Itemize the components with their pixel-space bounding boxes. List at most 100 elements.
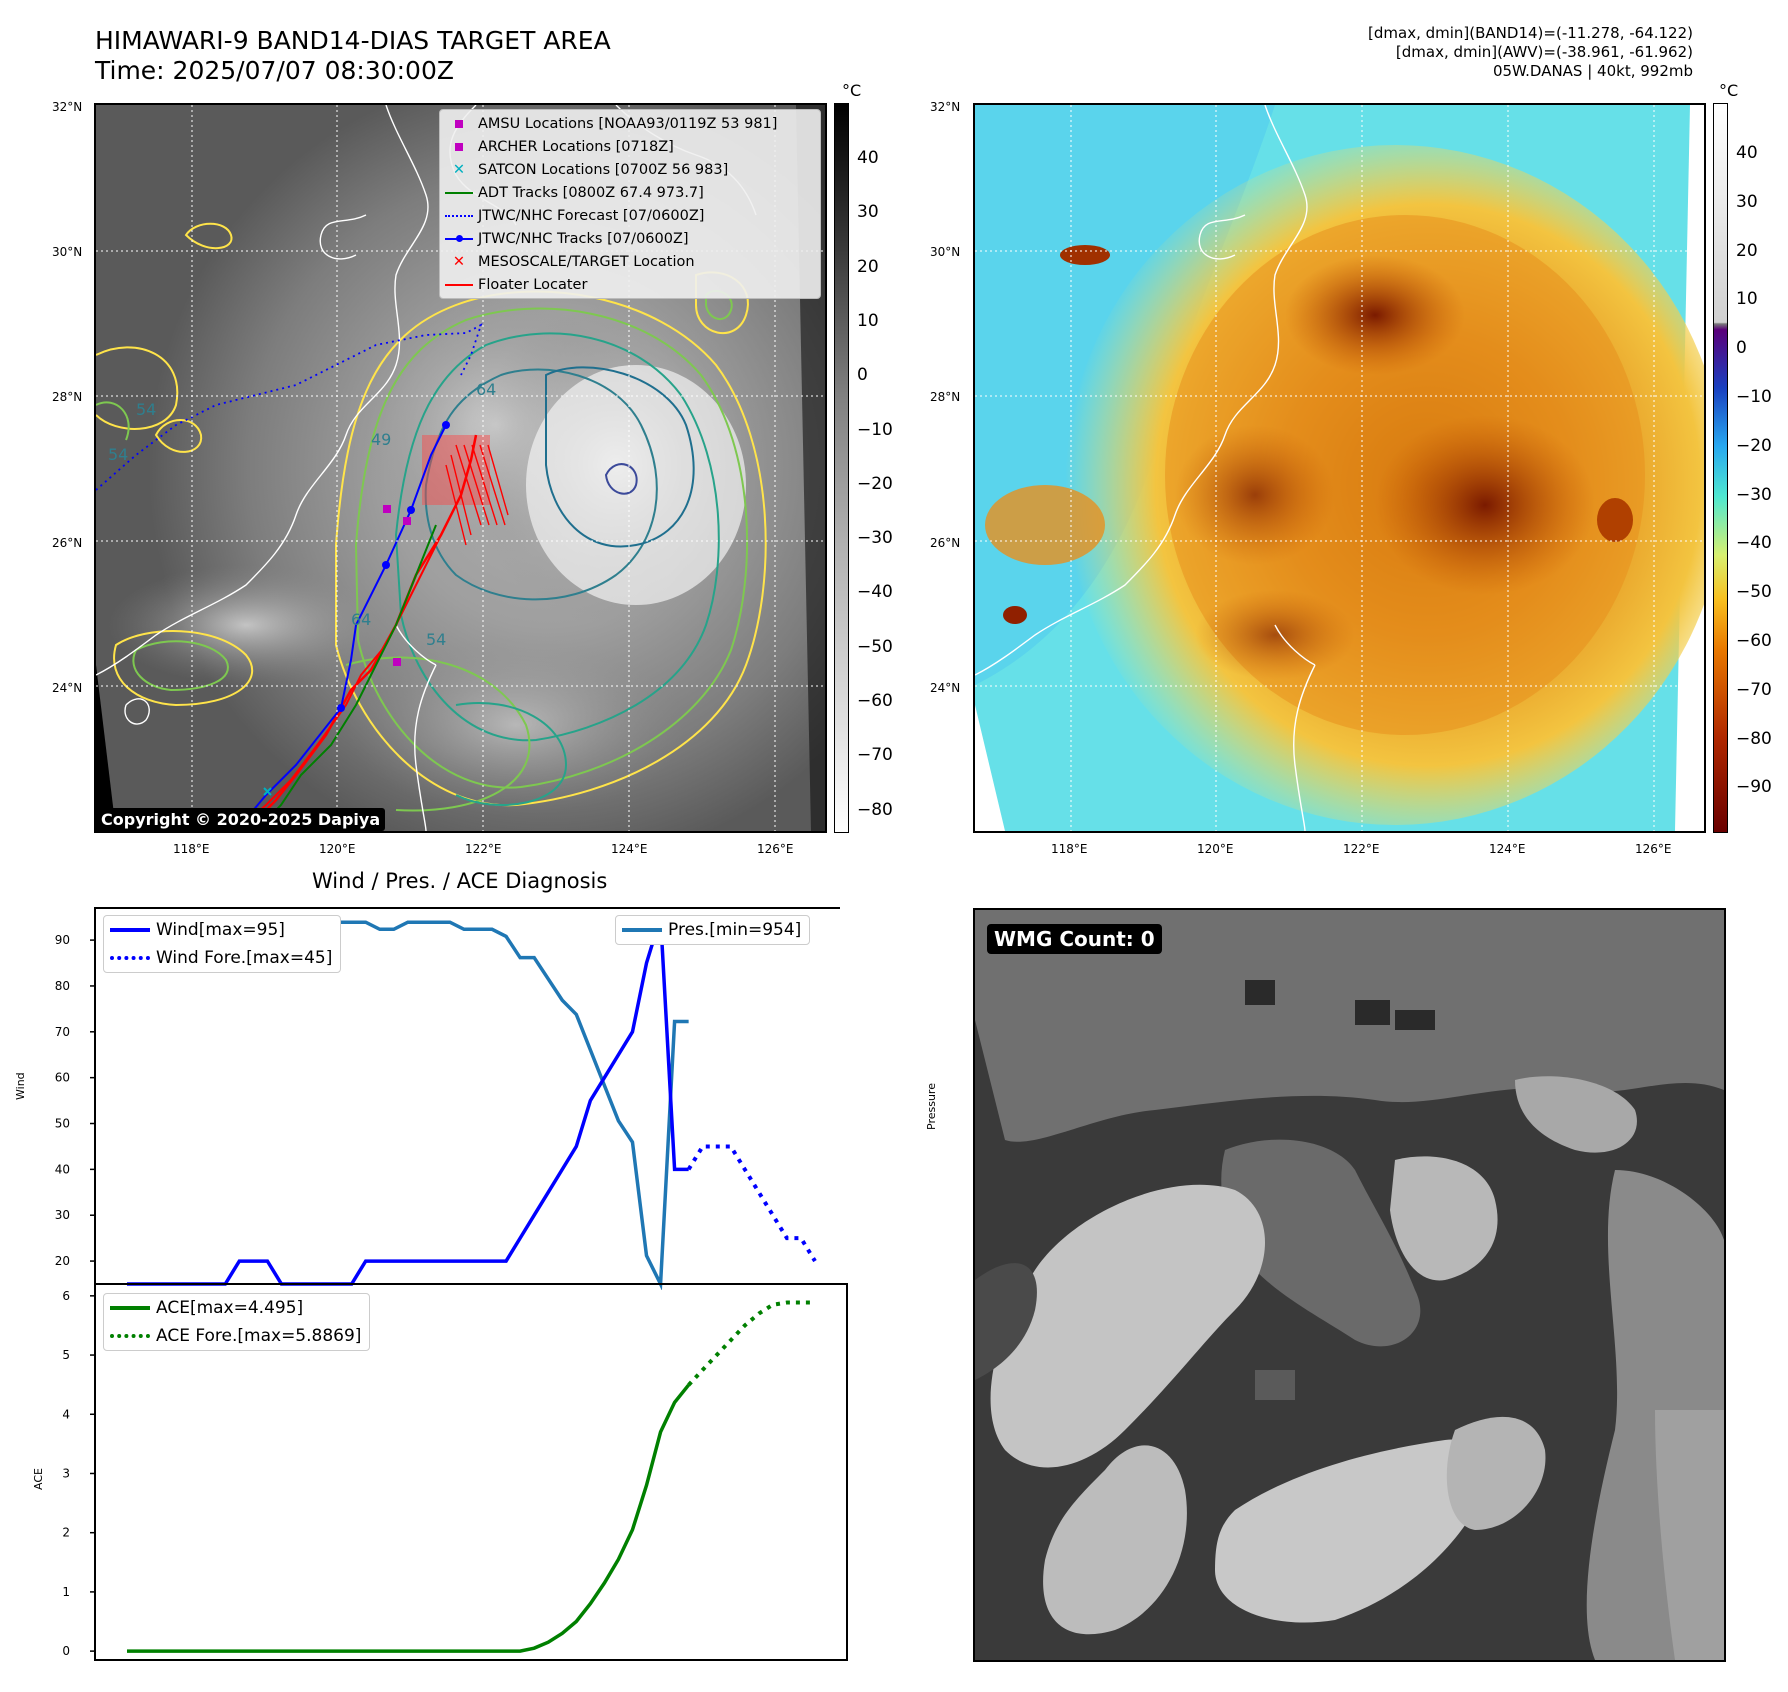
- lon-label: 126°E: [757, 842, 794, 856]
- map-legend: AMSU Locations [NOAA93/0119Z 53 981] ARC…: [439, 109, 821, 299]
- colorbar-tick-label: −80: [1736, 728, 1772, 749]
- wind-tick-label: 70: [55, 1025, 70, 1039]
- pressure-legend: Pres.[min=954]: [615, 915, 811, 945]
- wind-legend: Wind[max=95] Wind Fore.[max=45]: [103, 915, 342, 973]
- ace-tick-label: 5: [62, 1348, 70, 1362]
- colorbar-tick-label: −10: [857, 419, 893, 440]
- info-storm: 05W.DANAS | 40kt, 992mb: [1492, 62, 1693, 80]
- contour-label: 64: [351, 610, 371, 629]
- contour-label: 54: [426, 630, 446, 649]
- ace-tick-label: 1: [62, 1585, 70, 1599]
- colorbar-tick-label: 30: [1736, 191, 1758, 212]
- lon-label: 124°E: [1489, 842, 1526, 856]
- legend-item-jtwc-tracks: JTWC/NHC Tracks [07/0600Z]: [440, 227, 820, 250]
- colorbar-tick-label: −30: [1736, 484, 1772, 505]
- ace-tick-label: 3: [62, 1466, 70, 1480]
- colorbar-tick-label: −70: [857, 745, 893, 766]
- lon-label: 118°E: [173, 842, 210, 856]
- contour-label: 49: [371, 430, 391, 449]
- wind-tick-label: 30: [55, 1208, 70, 1222]
- colorbar-tick-label: 40: [1736, 143, 1758, 163]
- colorbar-tick-label: −70: [1736, 679, 1772, 700]
- cyan-x-icon: ✕: [452, 161, 466, 178]
- legend-item-amsu: AMSU Locations [NOAA93/0119Z 53 981]: [440, 112, 820, 135]
- lat-label: 28°N: [930, 390, 961, 404]
- contour-label: 54: [136, 400, 156, 419]
- lon-label: 120°E: [1197, 842, 1234, 856]
- ace-axis-label: ACE: [32, 1468, 45, 1490]
- wind-tick-label: 40: [55, 1162, 70, 1176]
- colorbar-tick-label: −80: [857, 799, 893, 820]
- diagnosis-title: Wind / Pres. / ACE Diagnosis: [312, 869, 608, 893]
- lat-label: 30°N: [52, 245, 83, 259]
- colorbar-tick-label: −20: [1736, 435, 1772, 456]
- colorbar-tick-label: 20: [1736, 240, 1758, 261]
- legend-item-pressure: Pres.[min=954]: [616, 916, 809, 944]
- wmg-panel: WMG Count: 0: [973, 908, 1726, 1662]
- colorbar-tick-label: −30: [857, 528, 893, 549]
- red-x-icon: ✕: [452, 253, 466, 270]
- ace-forecast-series-line: [687, 1300, 815, 1387]
- colorbar-tick-label: 0: [1736, 338, 1747, 359]
- wind-tick-label: 60: [55, 1071, 70, 1085]
- colorbar-tick-label: −60: [857, 691, 893, 711]
- contour-label: 64: [476, 380, 496, 399]
- legend-item-ace: ACE[max=4.495]: [104, 1294, 369, 1322]
- colorbar-tick-label: 20: [857, 256, 879, 277]
- ace-tick-label: 0: [62, 1644, 70, 1658]
- ace-chart: 6 5 4 3 2 1 0: [62, 1283, 848, 1661]
- awv-map-panel: [973, 103, 1706, 833]
- magenta-square-icon: [440, 142, 478, 151]
- magenta-square-icon: [440, 119, 478, 128]
- steelblue-line-icon: [616, 928, 668, 932]
- colorbar-tick-label: −40: [1736, 533, 1772, 554]
- awv-map-image: [975, 105, 1704, 831]
- lon-label: 122°E: [1343, 842, 1380, 856]
- legend-item-wind-forecast: Wind Fore.[max=45]: [104, 944, 340, 972]
- ir-colorbar: [834, 103, 849, 833]
- awv-colorbar: [1713, 103, 1728, 833]
- colorbar-tick-label: −20: [857, 473, 893, 494]
- copyright-badge: Copyright © 2020-2025 Dapiya: [96, 808, 386, 831]
- wmg-image: [975, 910, 1724, 1660]
- wind-tick-label: 90: [55, 933, 70, 947]
- colorbar-unit: °C: [1719, 81, 1739, 100]
- lat-label: 26°N: [930, 536, 961, 550]
- colorbar-tick-label: −50: [857, 636, 893, 657]
- wind-tick-label: 80: [55, 979, 70, 993]
- ir-map-panel: 54 54 49 64 54 64 AMSU Locations [NOAA93…: [94, 103, 827, 833]
- wmg-count-badge: WMG Count: 0: [987, 924, 1162, 954]
- ace-tick-label: 2: [62, 1526, 70, 1540]
- figure-time: Time: 2025/07/07 08:30:00Z: [95, 56, 454, 85]
- blue-dotted-line-icon: [104, 956, 156, 960]
- lat-label: 26°N: [52, 536, 83, 550]
- legend-item-floater: Floater Locater: [440, 273, 820, 296]
- wind-tick-label: 50: [55, 1117, 70, 1131]
- ace-legend: ACE[max=4.495] ACE Fore.[max=5.8869]: [103, 1293, 371, 1351]
- lon-label: 126°E: [1635, 842, 1672, 856]
- lat-label: 30°N: [930, 245, 961, 259]
- blue-dotted-line-icon: [440, 214, 478, 217]
- legend-item-mesoscale: ✕ MESOSCALE/TARGET Location: [440, 250, 820, 273]
- lat-label: 24°N: [52, 681, 83, 695]
- info-band14: [dmax, dmin](BAND14)=(-11.278, -64.122): [1368, 24, 1693, 42]
- info-awv: [dmax, dmin](AWV)=(-38.961, -61.962): [1395, 43, 1693, 61]
- wind-forecast-series-line: [686, 1144, 817, 1263]
- lon-label: 120°E: [319, 842, 356, 856]
- lat-label: 32°N: [52, 100, 83, 114]
- lat-label: 32°N: [930, 100, 961, 114]
- colorbar-tick-label: 10: [1736, 289, 1758, 310]
- colorbar-tick-label: 40: [857, 148, 879, 168]
- wind-tick-label: 20: [55, 1254, 70, 1268]
- colorbar-tick-label: 10: [857, 310, 879, 331]
- legend-item-jtwc-forecast: JTWC/NHC Forecast [07/0600Z]: [440, 204, 820, 227]
- green-line-icon: [440, 191, 478, 194]
- green-line-icon: [104, 1306, 156, 1310]
- pressure-series-line: [127, 920, 689, 1290]
- legend-item-archer: ARCHER Locations [0718Z]: [440, 135, 820, 158]
- green-dotted-line-icon: [104, 1334, 156, 1338]
- pressure-axis-label: Pressure: [925, 1083, 938, 1130]
- figure-title: HIMAWARI-9 BAND14-DIAS TARGET AREA: [95, 26, 611, 55]
- legend-item-ace-forecast: ACE Fore.[max=5.8869]: [104, 1322, 369, 1350]
- blue-line-icon: [104, 928, 156, 932]
